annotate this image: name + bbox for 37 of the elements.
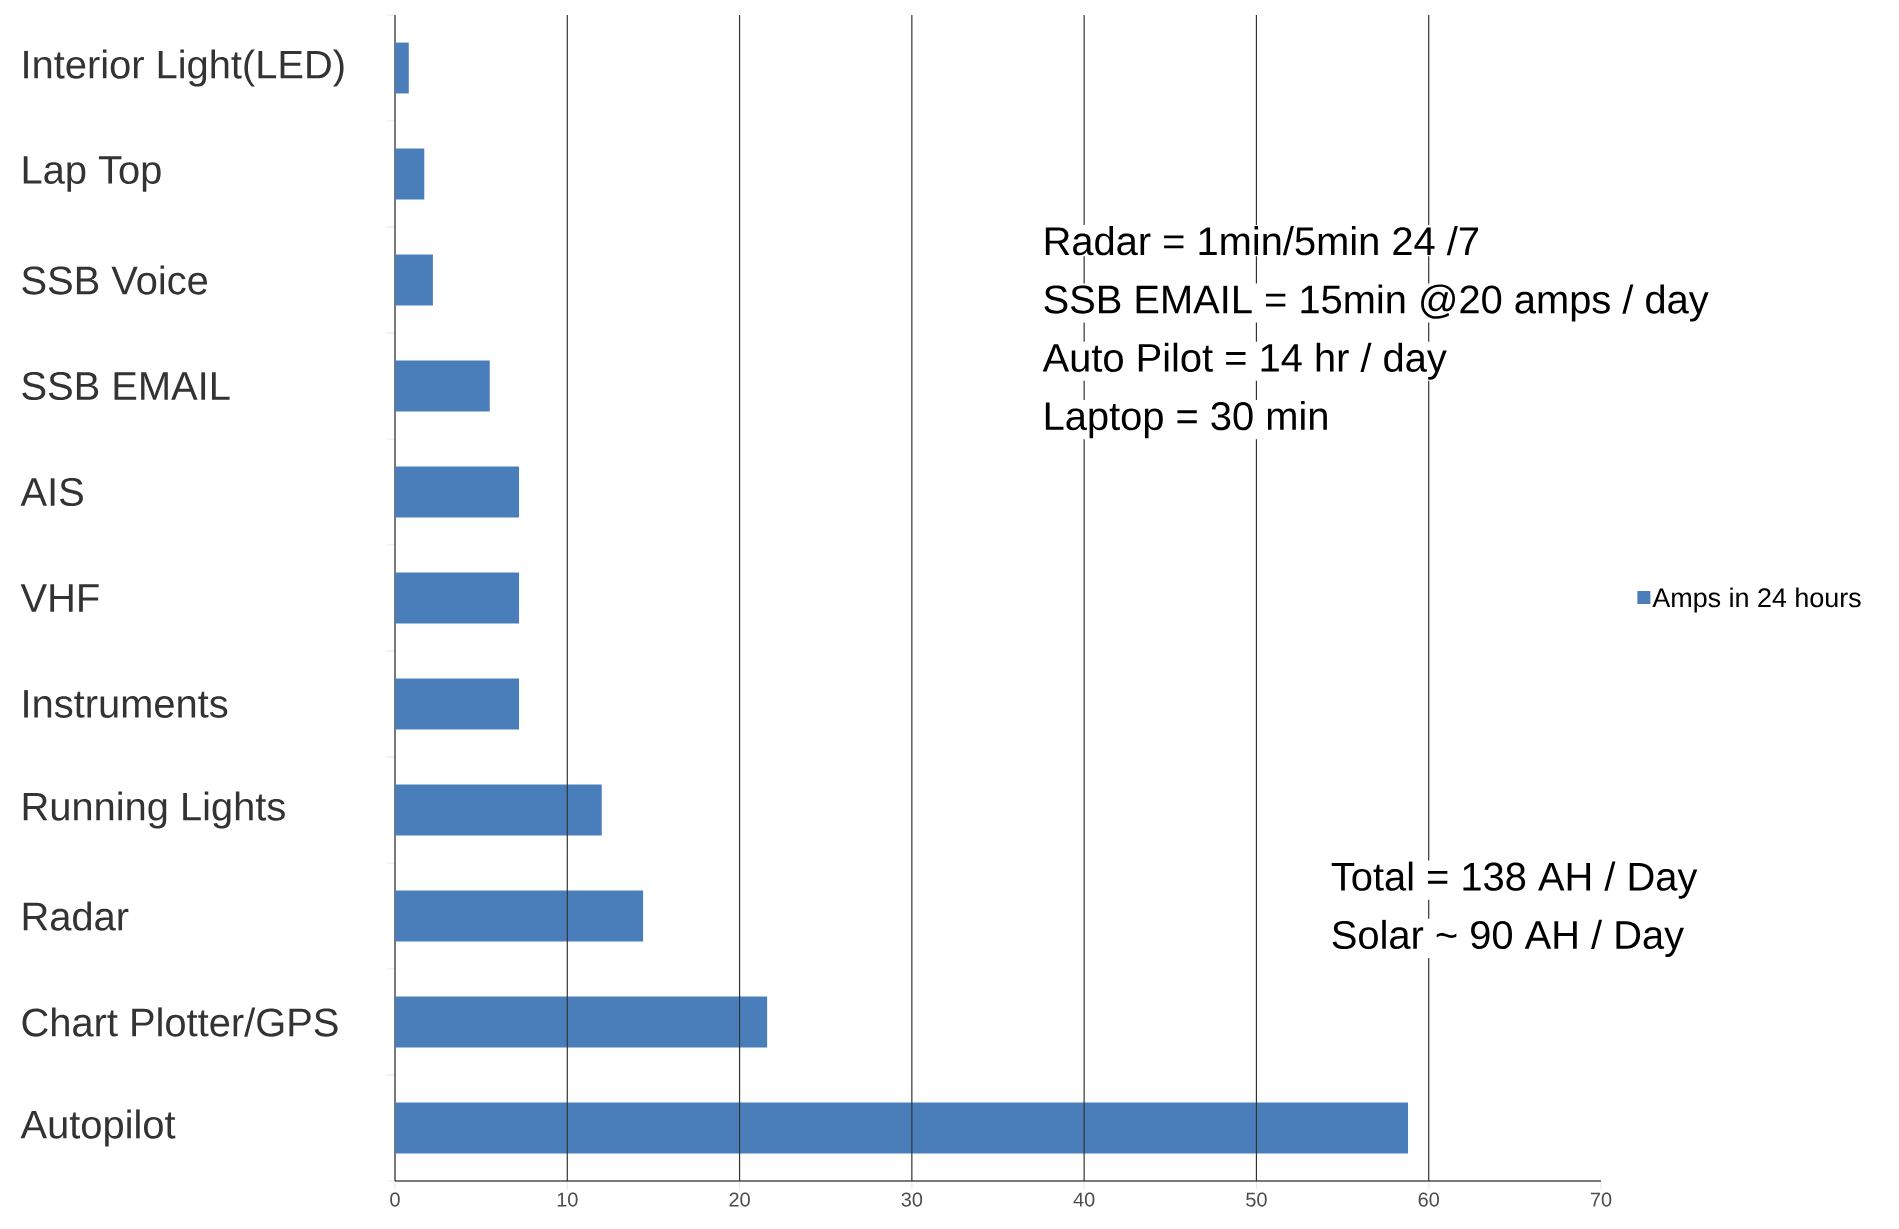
y-tick-label: SSB EMAIL	[22, 371, 230, 401]
legend-label: Amps in 24 hours	[1652, 587, 1861, 613]
y-tick-label: Lap Top	[23, 156, 161, 192]
y-tick-label: SSB Voice	[22, 265, 208, 295]
x-tick-label: 0	[390, 1192, 400, 1207]
annotation: Total = 138 AH / Day	[1331, 861, 1698, 899]
y-tick-label: Chart Plotter/GPS	[22, 1007, 338, 1037]
bar	[395, 890, 644, 942]
y-tick-label: AIS	[20, 477, 83, 507]
bar	[395, 254, 433, 306]
annotation: SSB EMAIL = 15min @20 amps / day	[1044, 284, 1709, 322]
x-tick-label: 70	[1590, 1192, 1612, 1207]
y-tick-label: Interior Light(LED)	[24, 49, 344, 87]
bar	[395, 1102, 1409, 1154]
x-tick-label: 40	[1073, 1192, 1095, 1207]
bar	[395, 42, 409, 94]
annotation: Solar ~ 90 AH / Day	[1332, 919, 1684, 957]
annotation: Auto Pilot = 14 hr / day	[1042, 342, 1447, 380]
bar	[395, 466, 520, 518]
bar	[395, 360, 490, 412]
y-tick-label: Autopilot	[20, 1109, 176, 1147]
y-tick-label: VHF	[20, 584, 99, 612]
x-tick-label: 30	[901, 1192, 923, 1207]
bar	[395, 784, 602, 836]
annotation: Radar = 1min/5min 24 /7	[1045, 226, 1478, 256]
bar	[395, 148, 425, 200]
x-tick-label: 10	[557, 1192, 578, 1207]
bar	[395, 572, 520, 624]
y-tick-label: Radar	[23, 901, 129, 931]
bar	[395, 996, 768, 1048]
y-tick-label: Instruments	[24, 690, 228, 718]
x-tick-label: 20	[729, 1192, 750, 1207]
bar	[395, 678, 520, 730]
y-tick-label: Running Lights	[23, 791, 285, 829]
annotation: Laptop = 30 min	[1045, 400, 1327, 439]
x-tick-label: 60	[1418, 1192, 1439, 1207]
x-tick-label: 50	[1246, 1192, 1267, 1207]
